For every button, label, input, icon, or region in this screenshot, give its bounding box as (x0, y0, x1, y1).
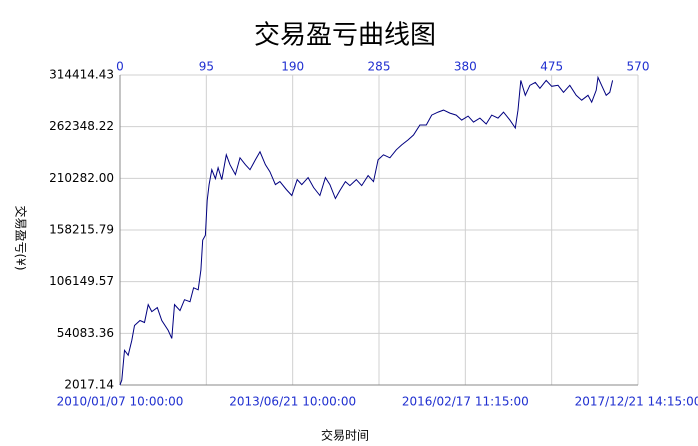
top-tick-label: 95 (199, 60, 214, 74)
x-axis-label: 交易时间 (321, 428, 369, 443)
top-tick-label: 190 (281, 60, 304, 74)
y-tick-label: 2017.14 (64, 378, 114, 392)
x-tick-label: 2016/02/17 11:15:00 (402, 395, 529, 409)
top-tick-label: 475 (540, 60, 563, 74)
y-tick-label: 262348.22 (49, 119, 114, 133)
x-tick-label: 2017/12/21 14:15:00 (575, 395, 698, 409)
y-tick-label: 158215.79 (49, 223, 114, 237)
y-tick-label: 54083.36 (57, 326, 114, 340)
y-axis-label: 交易盈亏(¥) (14, 206, 29, 271)
y-tick-label: 210282.00 (49, 171, 114, 185)
data-line (119, 75, 614, 386)
top-tick-label: 570 (627, 60, 650, 74)
x-tick-label: 2010/01/07 10:00:00 (57, 395, 184, 409)
chart-title: 交易盈亏曲线图 (254, 21, 436, 51)
x-tick-label: 2013/06/21 10:00:00 (229, 395, 356, 409)
top-tick-label: 0 (116, 60, 124, 74)
y-tick-label: 106149.57 (49, 274, 114, 288)
y-tick-label: 314414.43 (49, 68, 114, 82)
top-tick-label: 380 (454, 60, 477, 74)
top-tick-label: 285 (368, 60, 391, 74)
